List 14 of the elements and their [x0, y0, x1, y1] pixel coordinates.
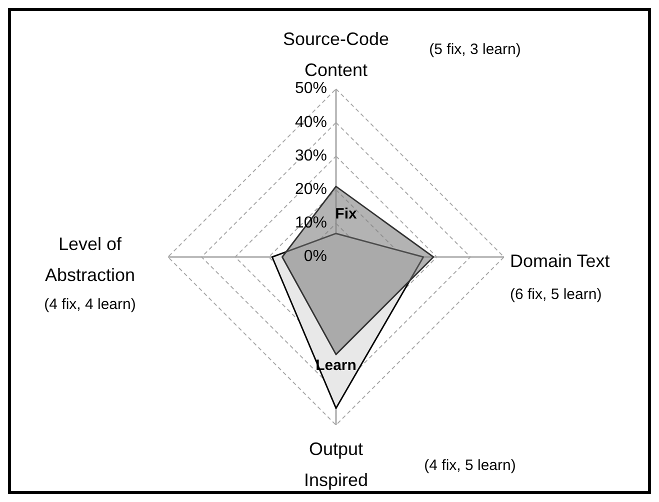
- y-tick-label: 0%: [304, 248, 327, 266]
- spoke-label: Source-Code Content: [282, 28, 390, 80]
- y-tick-label: 30%: [294, 147, 327, 164]
- spoke-label: Output Inspired: [304, 438, 368, 490]
- y-tick-label: 20%: [294, 181, 327, 198]
- y-tick-label: 40%: [294, 114, 327, 131]
- text: (4 fix, 4 learn): [44, 296, 136, 313]
- spoke-label: Level of Abstraction: [44, 234, 136, 285]
- text: (6 fix, 5 learn): [510, 286, 602, 303]
- text: (5 fix, 3 learn): [429, 40, 521, 58]
- text: (4 fix, 5 learn): [424, 456, 516, 474]
- series-label: Fix: [335, 206, 358, 223]
- y-tick-label: 50%: [294, 80, 327, 98]
- spoke-label: Domain Text: [510, 250, 610, 271]
